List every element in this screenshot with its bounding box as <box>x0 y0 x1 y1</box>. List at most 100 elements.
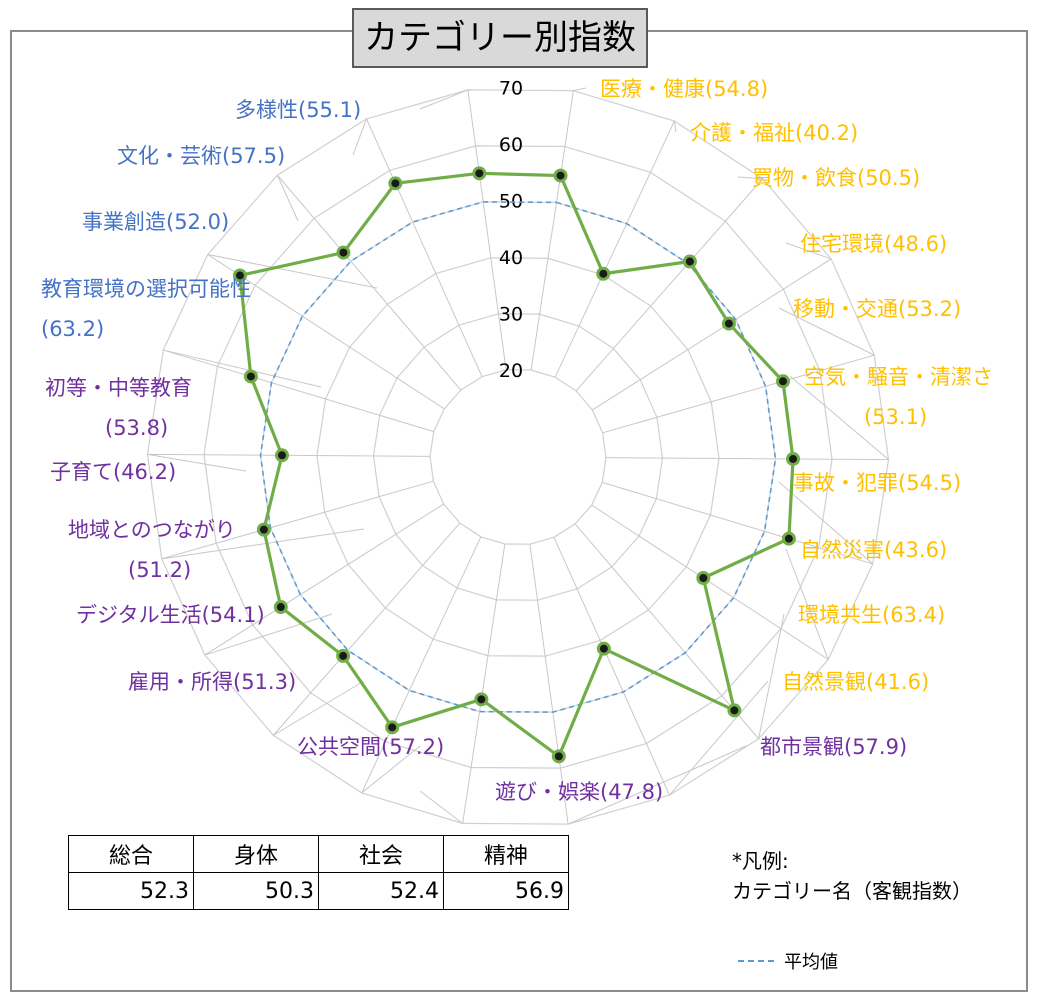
category-label: 公共空間(57.2) <box>297 735 444 759</box>
spoke-line <box>276 174 462 391</box>
spoke-line <box>147 453 431 472</box>
data-point <box>596 641 611 656</box>
data-point <box>553 168 568 183</box>
category-label-name: 地域とのつながり <box>68 518 236 542</box>
spoke-line <box>207 253 445 410</box>
category-label: 空気・騒音・清潔さ (53.1) <box>804 365 993 429</box>
category-label: 事業創造(52.0) <box>82 210 229 234</box>
grid-ring <box>372 313 664 601</box>
summary-value-cell: 50.3 <box>193 872 319 910</box>
category-label: 環境共生(63.4) <box>798 603 945 627</box>
summary-value-cell: 52.4 <box>318 872 444 910</box>
category-label-value: (51.2) <box>128 558 191 582</box>
legend-average-dash-icon <box>738 960 774 962</box>
legend-average: 平均値 <box>738 948 838 974</box>
spoke-line <box>204 503 444 656</box>
summary-header-cell: 精神 <box>443 835 569 873</box>
category-label: 自然災害(43.6) <box>800 538 947 562</box>
category-label: 初等・中等教育 (53.8) <box>45 376 192 440</box>
r-tick-label: 40 <box>499 247 523 269</box>
category-label: 都市景観(57.9) <box>760 735 907 759</box>
spoke-line <box>602 307 876 434</box>
data-point <box>274 448 289 463</box>
category-label: 子育て(46.2) <box>50 460 176 484</box>
spoke-line <box>529 544 747 825</box>
spoke-line <box>272 522 461 736</box>
category-label: 移動・交通(53.2) <box>793 297 961 321</box>
summary-header-cell: 社会 <box>318 835 444 873</box>
legend-average-label: 平均値 <box>784 952 838 973</box>
summary-header-row: 総合 身体 社会 精神 <box>68 835 569 873</box>
spoke-line <box>574 523 785 740</box>
summary-header-cell: 身体 <box>193 835 319 873</box>
data-point <box>775 374 790 389</box>
spoke-line <box>592 242 833 411</box>
legend-note: *凡例: カテゴリー名（客観指数） <box>732 846 972 906</box>
spoke-line <box>161 480 434 560</box>
chart-title: カテゴリー別指数 <box>352 8 648 68</box>
data-point <box>385 720 400 735</box>
category-label-value: (53.8) <box>105 416 168 440</box>
spoke-line <box>361 536 482 794</box>
spoke-line <box>419 543 506 825</box>
category-label: 買物・飲食(50.5) <box>752 166 920 190</box>
summary-value-row: 52.3 50.3 52.4 56.9 <box>68 872 569 910</box>
category-label-name: 教育環境の選択可能性 <box>41 277 251 301</box>
average-series-line <box>259 201 777 713</box>
data-point <box>551 749 566 764</box>
grid-ring <box>203 145 833 769</box>
data-point <box>727 703 742 718</box>
legend-note-line2: カテゴリー名（客観指数） <box>732 879 972 903</box>
spoke-line <box>553 537 769 797</box>
spoke-line <box>419 89 507 370</box>
category-label: 遊び・娯楽(47.8) <box>495 780 663 804</box>
data-point <box>273 600 288 615</box>
category-label: デジタル生活(54.1) <box>76 603 265 627</box>
category-label: 地域とのつながり (51.2) <box>68 518 236 582</box>
category-label: 介護・福祉(40.2) <box>690 121 858 145</box>
category-label-value: (63.2) <box>41 317 104 341</box>
r-tick-label: 20 <box>499 360 523 382</box>
data-point <box>781 531 796 546</box>
category-label: 文化・芸術(57.5) <box>117 144 285 168</box>
r-tick-label: 60 <box>499 134 523 156</box>
data-point <box>721 316 736 331</box>
data-point <box>474 692 489 707</box>
data-point <box>388 176 403 191</box>
r-tick-label: 30 <box>499 304 523 326</box>
data-point <box>243 369 258 384</box>
data-point <box>696 571 711 586</box>
data-point <box>256 522 271 537</box>
category-label: 事故・犯罪(54.5) <box>793 471 961 495</box>
data-point <box>336 648 351 663</box>
summary-header-cell: 総合 <box>68 835 194 873</box>
category-label: 自然景観(41.6) <box>782 670 929 694</box>
legend-note-line1: *凡例: <box>732 849 789 873</box>
data-point <box>786 451 801 466</box>
category-label-value: (53.1) <box>864 405 927 429</box>
data-point <box>682 254 697 269</box>
summary-value-cell: 52.3 <box>68 872 194 910</box>
chart-frame <box>10 30 1028 992</box>
spoke-line <box>554 119 677 378</box>
grid-ring <box>429 369 607 545</box>
spoke-line <box>591 504 830 661</box>
spoke-line <box>575 176 764 392</box>
category-label: 雇用・所得(51.3) <box>128 670 296 694</box>
spoke-line <box>163 349 434 433</box>
data-point <box>232 268 247 283</box>
category-label-name: 初等・中等教育 <box>45 376 192 400</box>
data-point <box>472 166 487 181</box>
spoke-line <box>352 117 483 377</box>
summary-table: 総合 身体 社会 精神 52.3 50.3 52.4 56.9 <box>68 835 569 910</box>
spoke-line <box>530 87 587 371</box>
category-label: 多様性(55.1) <box>235 98 361 122</box>
grid-ring <box>259 201 777 713</box>
summary-value-cell: 56.9 <box>443 872 569 910</box>
data-point <box>336 245 351 260</box>
category-label: 住宅環境(48.6) <box>800 232 947 256</box>
category-label: 医療・健康(54.8) <box>600 77 768 101</box>
data-point <box>596 266 611 281</box>
spoke-line <box>602 481 874 565</box>
